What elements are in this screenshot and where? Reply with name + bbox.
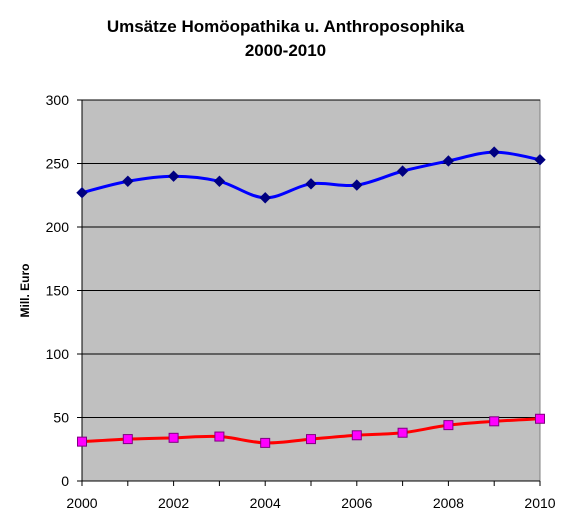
x-tick-label: 2004 [250,495,281,511]
chart-title: Umsätze Homöopathika u. Anthroposophika [106,17,465,36]
series-2-point [397,427,408,438]
y-tick-label: 100 [46,346,70,362]
series-1-point [488,146,500,158]
x-tick-label: 2000 [66,495,97,511]
series-2-point [535,413,545,424]
series-1-point [213,175,226,187]
y-tick-label: 150 [46,283,70,299]
axes [77,99,541,486]
gridlines [82,99,540,418]
series-2-point [443,420,454,431]
x-tick-label: 2010 [524,495,555,511]
y-tick-label: 250 [46,156,70,172]
y-tick-label: 300 [46,92,70,108]
y-tick-label: 50 [53,410,69,426]
series-2-point [260,437,271,448]
x-tick-label: 2006 [341,495,372,511]
series-2-point [214,431,225,442]
series-2-point [306,434,316,445]
series-1-point [259,192,271,204]
series-1-point [442,155,455,167]
series-1-point [122,175,134,187]
series-markers [76,146,546,448]
series-2-point [77,436,87,447]
series-2-point [489,416,500,427]
tick-labels: 0 50 100 150 200 250 300 2000 2002 2004 2006 2008 20… [46,92,556,511]
y-axis-label: Mill. Euro [18,264,32,318]
series-1-point [305,178,317,190]
series-1-point [351,179,363,191]
series-1-point [167,170,180,182]
chart-subtitle: 2000-2010 [244,41,327,60]
y-tick-label: 0 [61,473,69,489]
x-tick-label: 2008 [433,495,464,511]
y-tick-label: 200 [46,219,70,235]
series-1-point [76,187,88,199]
series-1-point [534,153,546,166]
x-tick-label: 2002 [158,495,189,511]
series-2-point [351,430,362,441]
series-1-point [396,165,409,177]
series-2-point [168,432,179,443]
series-2-point [122,434,133,445]
